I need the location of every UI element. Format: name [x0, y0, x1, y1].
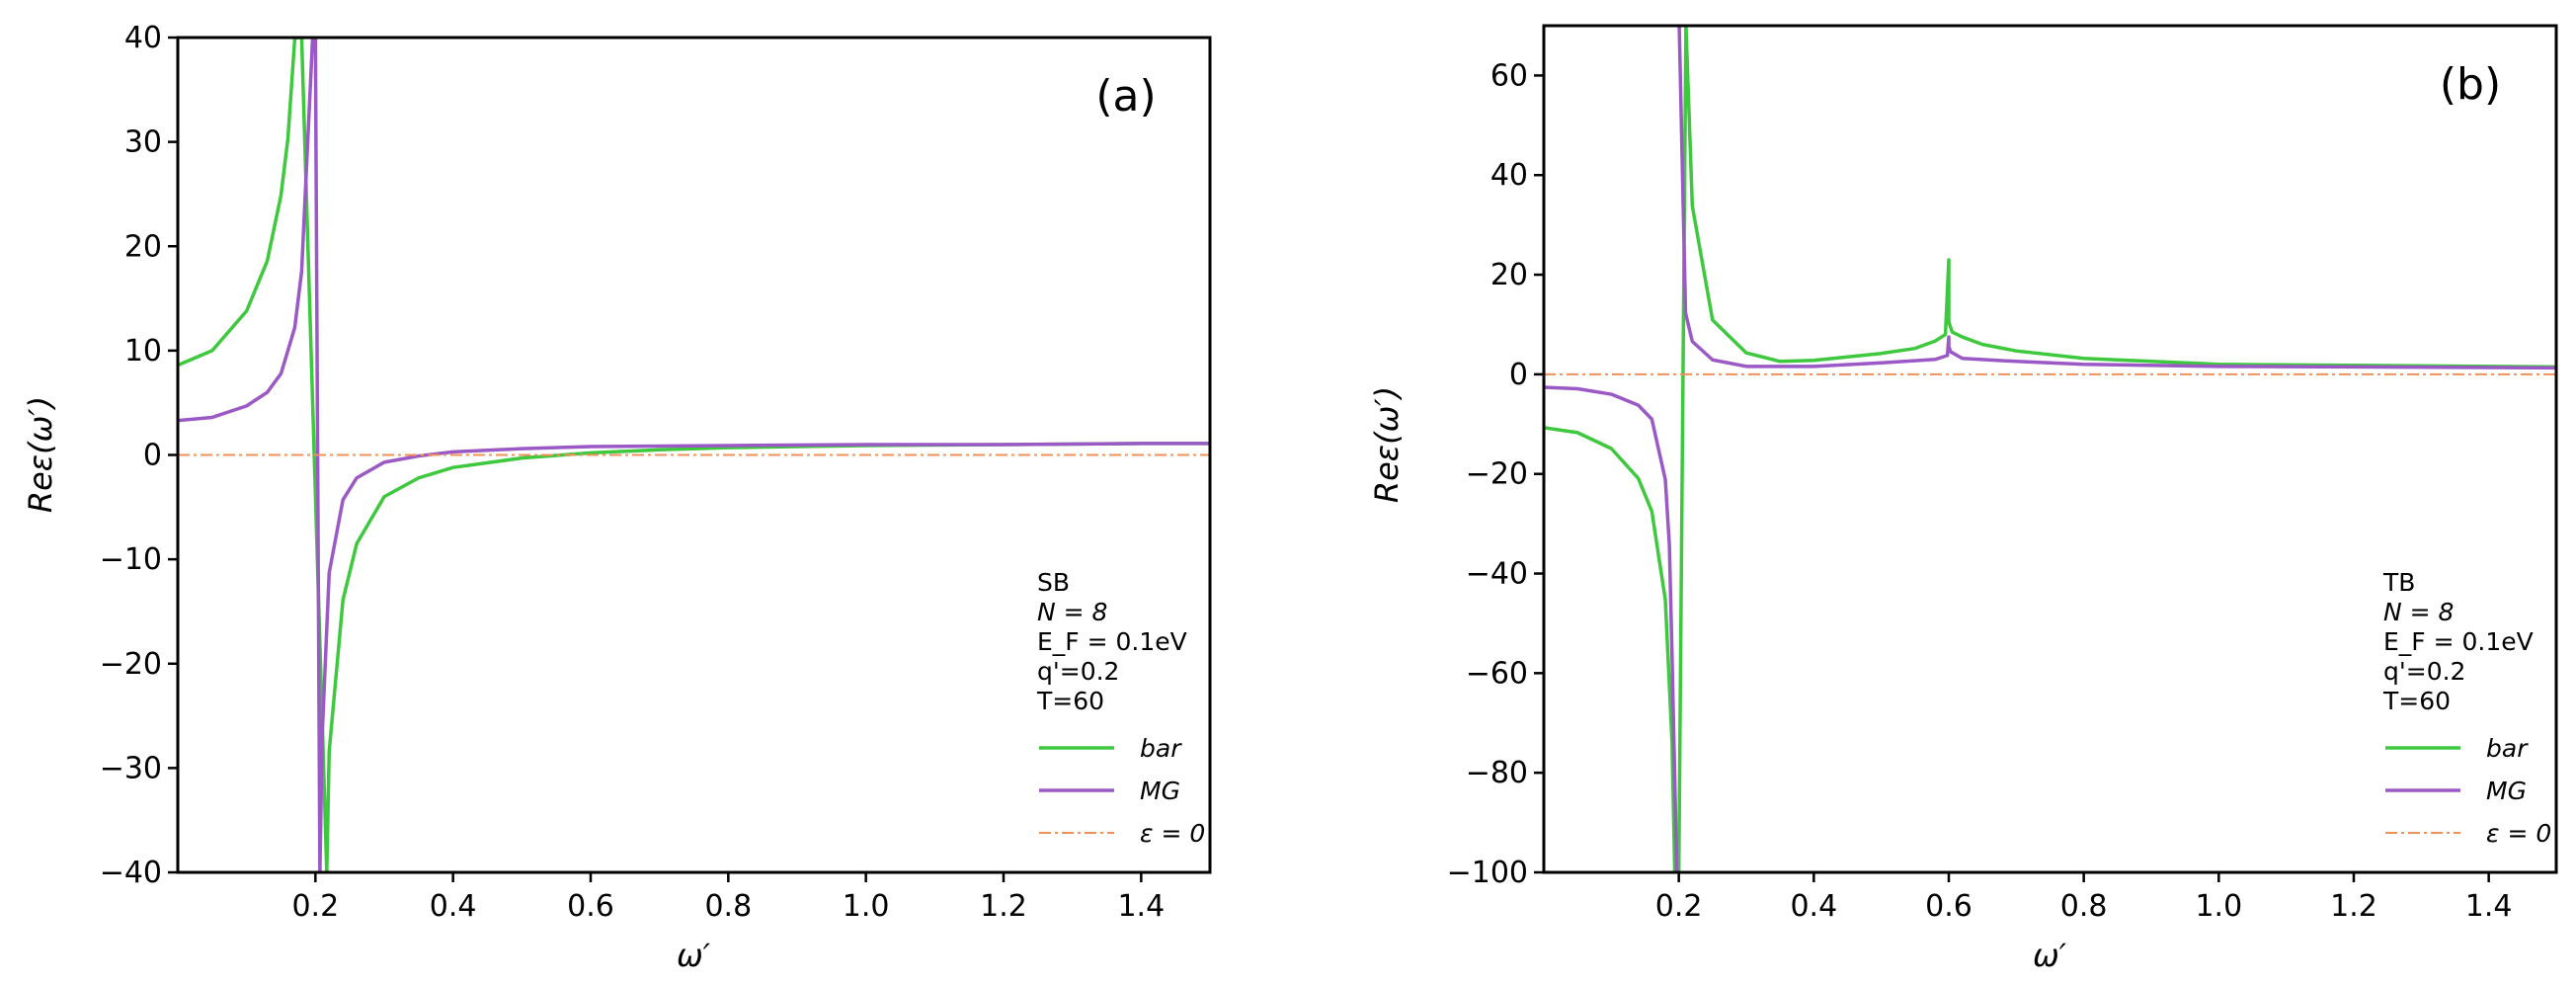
y-axis-label: Reε(ω′) [22, 396, 59, 513]
x-tick-label: 0.8 [704, 889, 752, 924]
x-axis-label: ω′ [677, 937, 711, 974]
x-tick-label: 1.4 [2465, 889, 2513, 924]
series-line-mg [1544, 26, 2556, 872]
panel-a: 0.2 0.4 0.6 0.8 1.0 1.2 1.4 −40 −30 −20 −10 0 10 20 30… [22, 21, 1212, 974]
y-tick-label: −80 [1466, 756, 1528, 790]
legend: bar MG ε = 0 [1039, 734, 1205, 848]
x-tick-label: 1.0 [843, 889, 890, 924]
annotation-line: q'=0.2 [2383, 657, 2465, 686]
x-tick-label: 0.2 [1655, 889, 1703, 924]
x-tick-label: 0.2 [291, 889, 339, 924]
annotation-line: T=60 [2382, 687, 2451, 715]
y-axis-label: Reε(ω′) [1368, 386, 1406, 503]
y-tick-label: 0 [1509, 358, 1528, 392]
annotation-line: E_F = 0.1eV [1037, 627, 1187, 656]
annotation-line: TB [2382, 568, 2415, 597]
y-tick-label: 0 [143, 439, 162, 473]
y-tick-label: −30 [100, 751, 162, 785]
annotation-line: N = 8 [2383, 598, 2454, 626]
annotation-line: N = 8 [1037, 598, 1107, 626]
legend-entry-epsilon: ε = 0 [1140, 819, 1205, 848]
panel-label: (a) [1095, 71, 1156, 122]
annotation-line: T=60 [1036, 687, 1104, 715]
y-tick-label: 10 [124, 334, 162, 369]
legend-entry-bar: bar [1140, 734, 1182, 763]
x-tick-label: 1.4 [1117, 889, 1165, 924]
x-tick-label: 1.0 [2195, 889, 2242, 924]
x-tick-label: 0.8 [2060, 889, 2108, 924]
legend-entry-bar: bar [2486, 734, 2529, 763]
y-tick-label: −60 [1466, 656, 1528, 691]
legend-entry-mg: MG [1140, 777, 1180, 805]
panel-b: 0.2 0.4 0.6 0.8 1.0 1.2 1.4 −100 −80 −60 −40 −20 0 20… [1368, 24, 2558, 974]
series-line-mg [178, 38, 1210, 872]
x-axis-label: ω′ [2033, 937, 2067, 974]
y-tick-label: −20 [1466, 457, 1528, 492]
y-tick-label: −40 [1466, 557, 1528, 592]
plot-frame [1542, 24, 2558, 874]
annotation-line: E_F = 0.1eV [2383, 627, 2534, 656]
y-tick-label: 30 [124, 125, 162, 160]
y-tick-label: 40 [1490, 158, 1528, 193]
y-tick-label: 20 [1490, 258, 1528, 292]
legend-entry-mg: MG [2486, 777, 2527, 805]
x-tick-label: 1.2 [2330, 889, 2377, 924]
legend-entry-epsilon: ε = 0 [2486, 819, 2551, 848]
x-tick-label: 1.2 [980, 889, 1027, 924]
y-tick-label: 40 [124, 21, 162, 55]
y-tick-label: −100 [1447, 856, 1528, 890]
series-line-bar [1544, 26, 2556, 872]
y-tick-label: 20 [124, 229, 162, 264]
annotation-block: TB N = 8 E_F = 0.1eV q'=0.2 T=60 [2382, 568, 2534, 715]
panel-label: (b) [2440, 59, 2501, 110]
annotation-block: SB N = 8 E_F = 0.1eV q'=0.2 T=60 [1036, 568, 1187, 715]
annotation-line: SB [1037, 568, 1070, 597]
y-tick-label: −10 [100, 542, 162, 577]
y-tick-label: −20 [100, 647, 162, 682]
legend: bar MG ε = 0 [2385, 734, 2551, 848]
y-tick-label: −40 [100, 856, 162, 890]
x-tick-label: 0.6 [1925, 889, 1972, 924]
x-tick-label: 0.4 [1790, 889, 1837, 924]
x-tick-label: 0.6 [567, 889, 614, 924]
x-tick-label: 0.4 [430, 889, 477, 924]
annotation-line: q'=0.2 [1037, 657, 1119, 686]
y-tick-label: 60 [1490, 58, 1528, 93]
